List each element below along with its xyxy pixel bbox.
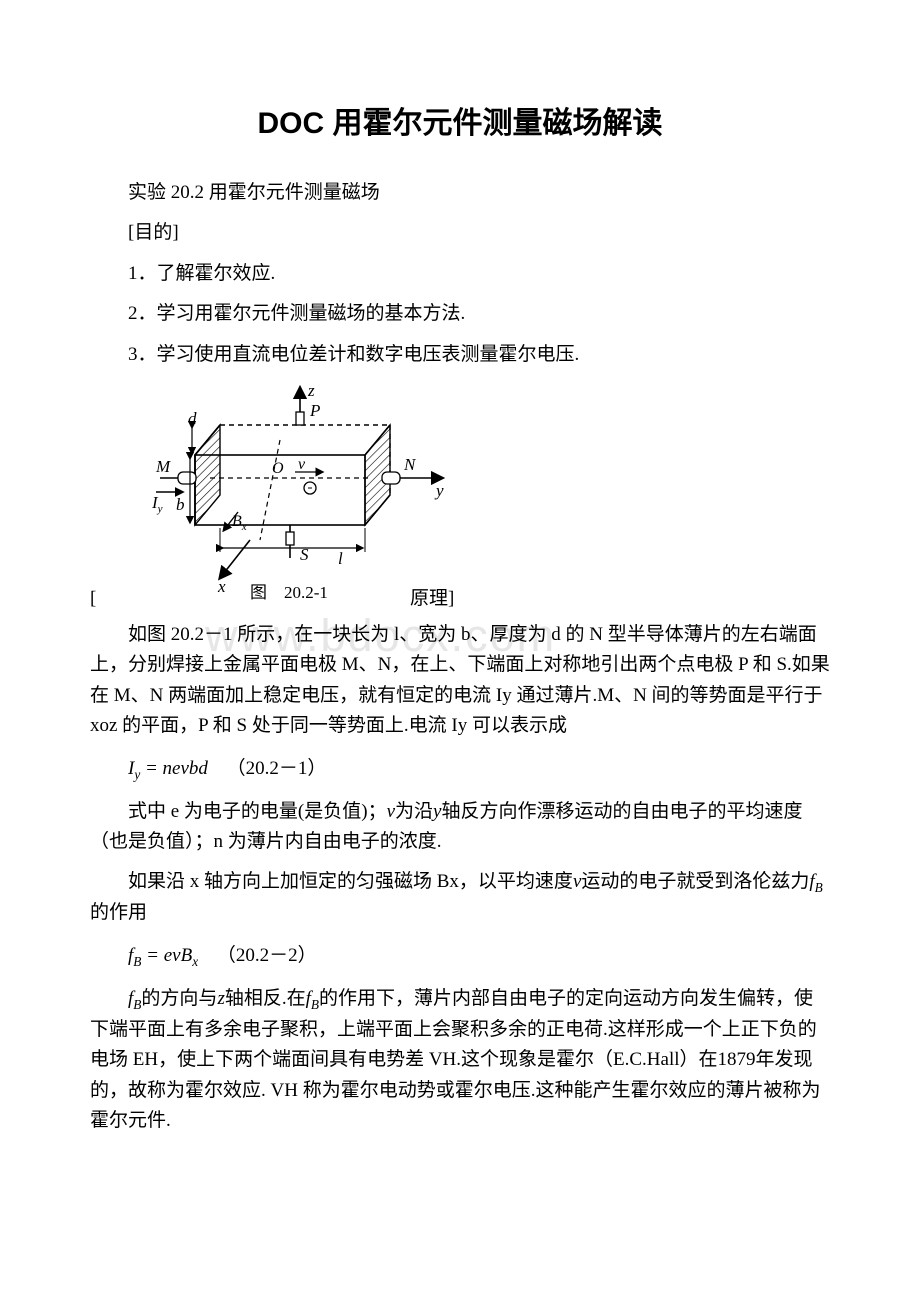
- experiment-heading: 实验 20.2 用霍尔元件测量磁场: [90, 178, 830, 208]
- lbl-v: v: [298, 456, 306, 473]
- equation-2: fB = evBx （20.2－2）: [90, 941, 830, 972]
- principle-bracket: [: [90, 584, 96, 614]
- purpose-3: 3．学习使用直流电位差计和数字电压表测量霍尔电压.: [90, 340, 830, 370]
- lbl-z: z: [307, 381, 315, 400]
- lbl-M: M: [155, 457, 171, 476]
- hall-effect-diagram: O z P d M N y Iy b v Bx S l x: [150, 380, 450, 610]
- lbl-b: b: [176, 495, 185, 514]
- lbl-N: N: [403, 455, 417, 474]
- lbl-O: O: [272, 460, 284, 477]
- lbl-S: S: [300, 545, 309, 564]
- lbl-l: l: [338, 549, 343, 568]
- page-title: DOC 用霍尔元件测量磁场解读: [90, 100, 830, 148]
- principle-label: 原理]: [410, 584, 454, 614]
- figure-wrap: O z P d M N y Iy b v Bx S l x www.bdocx.…: [150, 380, 530, 610]
- lbl-x: x: [217, 577, 226, 596]
- para-2: 式中 e 为电子的电量(是负值)；v为沿y轴反方向作漂移运动的自由电子的平均速度…: [90, 797, 830, 858]
- figure-caption: 图 20.2-1: [250, 579, 328, 606]
- para-1: 如图 20.2－1 所示，在一块长为 l、宽为 b、厚度为 d 的 N 型半导体…: [90, 620, 830, 742]
- lbl-P: P: [309, 401, 320, 420]
- purpose-2: 2．学习用霍尔元件测量磁场的基本方法.: [90, 299, 830, 329]
- para-4: fB的方向与z轴相反.在fB的作用下，薄片内部自由电子的定向运动方向发生偏转，使…: [90, 984, 830, 1137]
- purpose-label: [目的]: [90, 218, 830, 248]
- purpose-1: 1．了解霍尔效应.: [90, 259, 830, 289]
- para-3: 如果沿 x 轴方向上加恒定的匀强磁场 Bx，以平均速度v运动的电子就受到洛伦兹力…: [90, 867, 830, 928]
- lbl-d: d: [188, 409, 197, 428]
- lbl-Iy: Iy: [151, 493, 163, 515]
- lbl-y: y: [434, 481, 444, 500]
- equation-1: Iy = nevbd （20.2－1）: [90, 754, 830, 785]
